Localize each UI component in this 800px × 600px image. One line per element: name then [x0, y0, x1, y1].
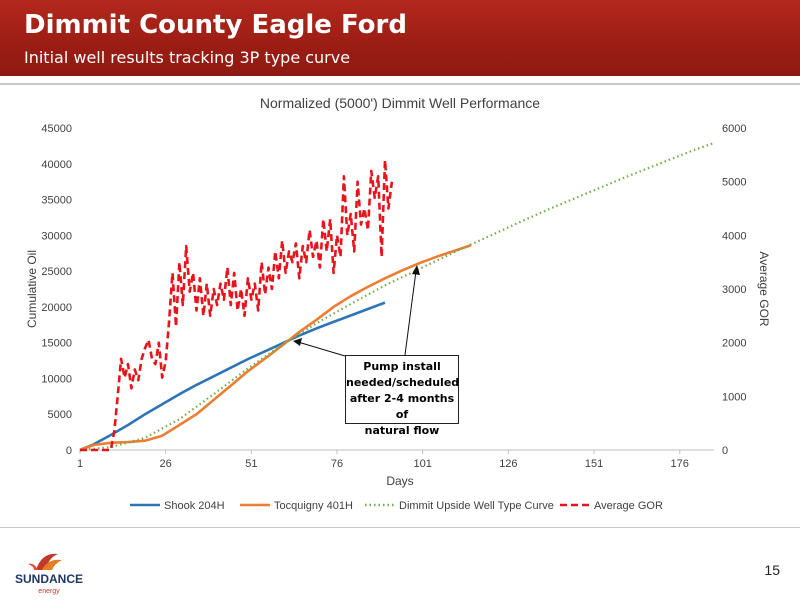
x-tick-label: 101	[414, 458, 432, 470]
x-tick-label: 151	[585, 458, 603, 470]
callout-line-1: Pump install	[363, 360, 441, 373]
x-tick-label: 126	[499, 458, 517, 470]
callout-arrow-left	[297, 341, 346, 357]
divider-top	[0, 83, 800, 85]
logo-tagline: energy	[38, 588, 60, 595]
y2-axis-title: Average GOR	[757, 251, 771, 326]
chart-title: Normalized (5000') Dimmit Well Performan…	[260, 95, 540, 111]
callout-line-4: natural flow	[364, 424, 440, 437]
callout-arrow-right	[404, 270, 417, 356]
x-tick-label: 26	[160, 458, 172, 470]
page-number: 15	[764, 562, 780, 578]
y-tick-label: 30000	[41, 230, 72, 242]
chart: Normalized (5000') Dimmit Well Performan…	[25, 95, 771, 512]
x-tick-label: 1	[77, 458, 83, 470]
callout-arrowhead-left	[293, 338, 302, 346]
sun-logo-icon	[28, 553, 62, 570]
y-tick-label: 40000	[41, 159, 72, 171]
legend-label: Shook 204H	[164, 500, 225, 512]
y-tick-label: 25000	[41, 266, 72, 278]
y2-tick-label: 5000	[722, 177, 746, 189]
series-line-3	[80, 158, 394, 452]
y-tick-label: 20000	[41, 302, 72, 314]
pump-callout: Pump install needed/scheduled after 2-4 …	[345, 355, 460, 437]
y2-tick-label: 6000	[722, 123, 746, 135]
y2-tick-label: 4000	[722, 230, 746, 242]
y2-tick-label: 0	[722, 445, 728, 457]
y-tick-label: 45000	[41, 123, 72, 135]
y2-tick-label: 3000	[722, 284, 746, 296]
divider-bottom	[0, 527, 800, 528]
y-tick-label: 10000	[41, 373, 72, 385]
y-tick-label: 5000	[48, 409, 72, 421]
legend-label: Tocquigny 401H	[274, 500, 353, 512]
slide-subtitle: Initial well results tracking 3P type cu…	[24, 48, 351, 67]
slide-title: Dimmit County Eagle Ford	[24, 10, 407, 40]
y2-tick-label: 2000	[722, 338, 746, 350]
callout-arrowhead-right	[412, 265, 420, 275]
x-tick-label: 176	[671, 458, 689, 470]
x-tick-label: 51	[245, 458, 257, 470]
callout-line-2: needed/scheduled	[346, 376, 460, 389]
logo-name: SUNDANCE	[15, 572, 83, 586]
callout-line-3: after 2-4 months of	[349, 392, 455, 421]
y2-tick-label: 1000	[722, 391, 746, 403]
y-tick-label: 35000	[41, 195, 72, 207]
series-line-0	[79, 301, 386, 452]
x-tick-label: 76	[331, 458, 343, 470]
x-axis-title: Days	[386, 474, 413, 488]
y-tick-label: 15000	[41, 338, 72, 350]
series-line-2	[79, 141, 715, 452]
y-axis-title: Cumulative Oil	[25, 250, 39, 328]
y-tick-label: 0	[66, 445, 72, 457]
sundance-logo: SUNDANCE energy	[15, 553, 83, 595]
legend-label: Dimmit Upside Well Type Curve	[399, 500, 554, 512]
title-bar: Dimmit County Eagle Ford Initial well re…	[0, 0, 800, 76]
legend-label: Average GOR	[594, 500, 663, 512]
